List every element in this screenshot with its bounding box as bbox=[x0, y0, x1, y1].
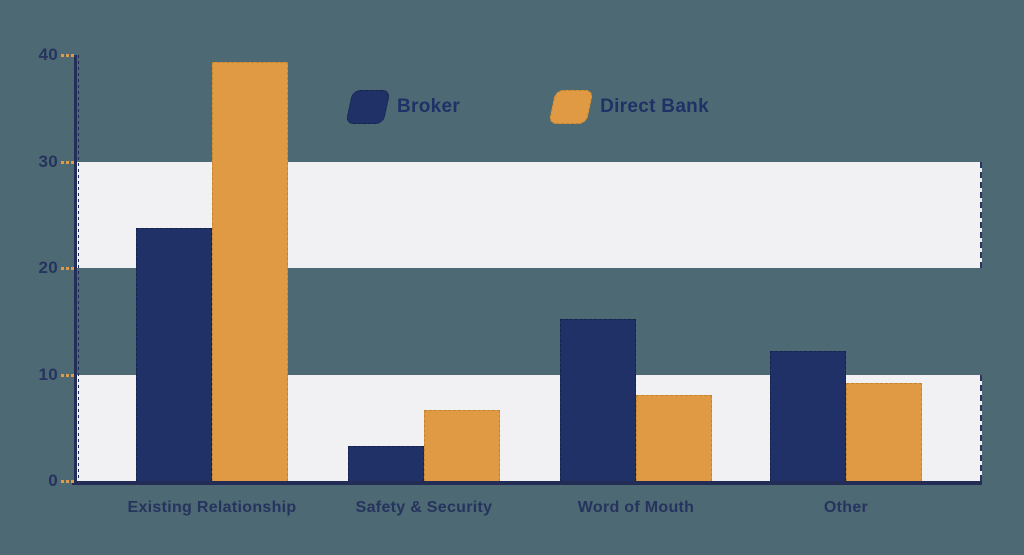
direct-bank-swatch-icon bbox=[548, 90, 594, 124]
bar-broker-existing-relationship bbox=[136, 227, 212, 481]
y-axis-tick-20 bbox=[61, 267, 76, 270]
plot-area bbox=[77, 55, 982, 481]
y-axis-label-0: 0 bbox=[48, 471, 58, 490]
x-axis-label-other: Other bbox=[823, 499, 869, 516]
y-axis-tick-30 bbox=[61, 160, 76, 164]
legend-item-broker[interactable]: Broker bbox=[345, 90, 461, 124]
legend: Broker Direct Bank bbox=[345, 90, 709, 124]
y-axis-label-40: 40 bbox=[38, 45, 58, 64]
bar-direct-bank-word-of-mouth bbox=[636, 394, 712, 481]
x-axis-line bbox=[72, 481, 982, 485]
bar-broker-word-of-mouth bbox=[560, 319, 636, 481]
legend-item-direct-bank[interactable]: Direct Bank bbox=[548, 90, 709, 124]
bar-broker-safety-security bbox=[348, 445, 424, 481]
y-axis-label-10: 10 bbox=[38, 364, 58, 384]
y-axis-label-30: 30 bbox=[38, 151, 58, 171]
bar-direct-bank-existing-relationship bbox=[212, 62, 288, 481]
y-axis-tick-0 bbox=[61, 480, 76, 483]
x-axis-label-safety-security: Safety & Security bbox=[355, 499, 493, 516]
bar-direct-bank-safety-security bbox=[424, 409, 500, 481]
bar-direct-bank-other bbox=[846, 383, 922, 481]
y-axis-dashed-edge bbox=[78, 55, 79, 482]
y-axis-tick-10 bbox=[61, 373, 76, 377]
legend-label-broker: Broker bbox=[397, 96, 461, 117]
y-axis-tick-40 bbox=[61, 54, 76, 57]
broker-swatch-icon bbox=[345, 90, 391, 124]
y-axis-label-20: 20 bbox=[38, 258, 58, 277]
x-axis-label-existing-relationship: Existing Relationship bbox=[127, 499, 297, 516]
x-axis-label-word-of-mouth: Word of Mouth bbox=[577, 499, 695, 516]
legend-label-direct-bank: Direct Bank bbox=[600, 96, 709, 117]
bar-broker-other bbox=[770, 351, 846, 481]
